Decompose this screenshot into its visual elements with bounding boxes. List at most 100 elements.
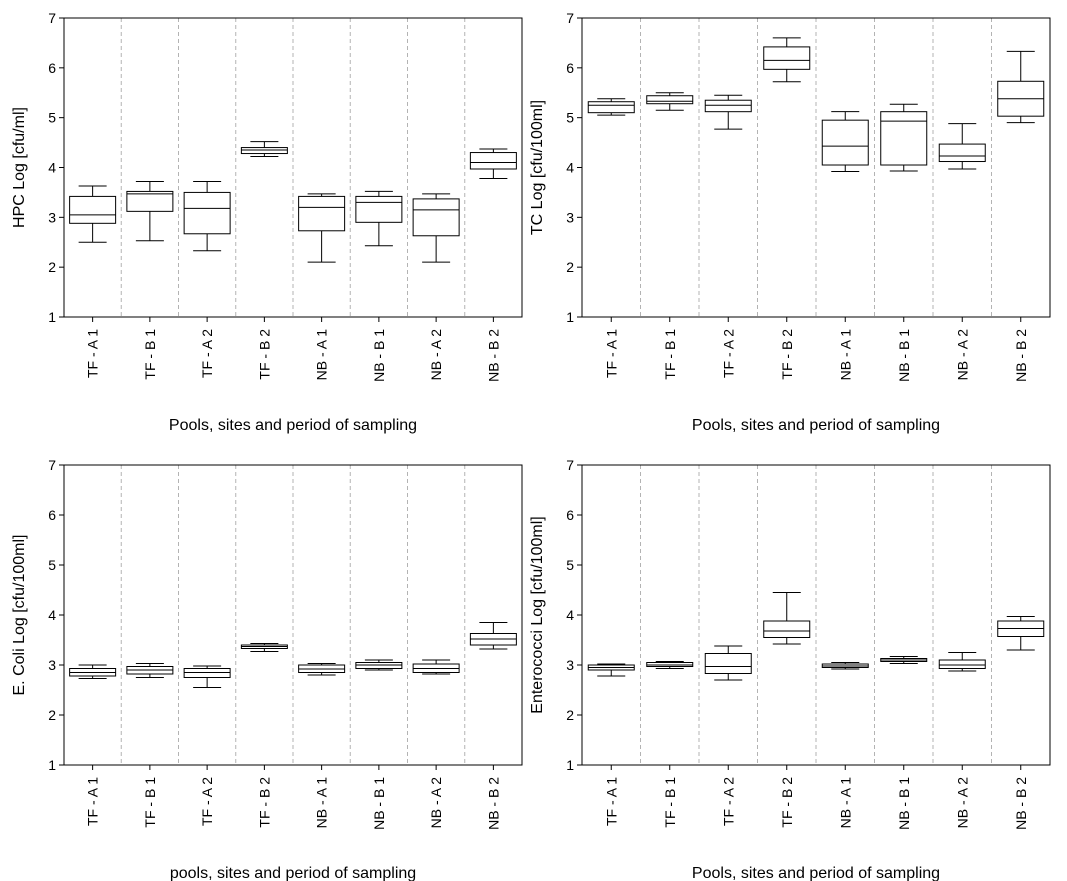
x-axis-title: Pools, sites and period of sampling (692, 865, 940, 881)
box-4 (240, 141, 288, 158)
y-tick-label: 5 (566, 557, 574, 573)
box-iqr (763, 46, 811, 70)
box-7 (412, 659, 460, 675)
x-tick-label: TF - A 1 (603, 777, 619, 826)
box-iqr (938, 143, 986, 163)
y-tick-label: 5 (48, 557, 56, 573)
y-tick-label: 2 (48, 707, 56, 723)
box-4 (763, 592, 811, 645)
box-1 (69, 664, 117, 679)
x-tick-label: TF - B 2 (256, 777, 272, 828)
box-iqr (355, 195, 403, 223)
box-iqr (298, 195, 346, 232)
box-4 (240, 643, 288, 652)
box-iqr (646, 95, 694, 105)
y-tick-label: 4 (566, 607, 574, 623)
box-7 (938, 123, 986, 170)
y-axis-title: TC Log [cfu/100ml] (529, 100, 546, 235)
x-tick-label: TF - A 2 (720, 329, 736, 378)
x-tick-label: NB - A 1 (314, 329, 330, 381)
box-iqr (704, 99, 752, 113)
panel-2: 1 2 3 4 5 6 7 TF - A 1 TF - B 1 TF - A 2 TF - B 2 N… (529, 10, 1051, 434)
y-tick-label: 6 (566, 507, 574, 523)
y-tick-label: 2 (48, 259, 56, 275)
panel-1: 1 2 3 4 5 6 7 TF - A 1 TF - B 1 TF - A 2 TF - B 2 N… (11, 10, 523, 434)
x-tick-label: NB - B 1 (371, 329, 387, 382)
x-tick-label: NB - A 2 (954, 329, 970, 381)
x-tick-label: NB - B 1 (896, 777, 912, 830)
box-iqr (763, 620, 811, 638)
box-6 (880, 103, 928, 172)
y-tick-label: 7 (48, 10, 56, 26)
y-tick-label: 2 (566, 259, 574, 275)
x-tick-label: NB - B 1 (371, 777, 387, 830)
box-2 (646, 661, 694, 669)
x-tick-label: TF - B 1 (142, 329, 158, 380)
x-tick-label: NB - B 2 (1013, 777, 1029, 830)
x-tick-label: NB - A 1 (314, 777, 330, 829)
box-3 (704, 645, 752, 681)
box-iqr (880, 111, 928, 166)
box-8 (469, 622, 517, 650)
x-tick-label: TF - A 2 (720, 777, 736, 826)
x-tick-label: TF - A 1 (85, 777, 101, 826)
box-1 (587, 663, 635, 677)
y-tick-label: 7 (48, 457, 56, 473)
y-tick-label: 1 (566, 757, 574, 773)
box-iqr (469, 152, 517, 170)
box-3 (183, 665, 231, 688)
panel-4: 1 2 3 4 5 6 7 TF - A 1 TF - B 1 TF - A 2 TF - B 2 N… (529, 457, 1051, 881)
box-3 (183, 180, 231, 252)
x-tick-label: NB - A 1 (837, 329, 853, 381)
y-tick-label: 1 (48, 757, 56, 773)
box-2 (126, 663, 174, 678)
box-5 (298, 663, 346, 676)
x-tick-label: TF - A 2 (199, 329, 215, 378)
box-iqr (587, 101, 635, 114)
box-2 (646, 92, 694, 111)
x-tick-label: NB - B 2 (485, 777, 501, 830)
x-tick-label: NB - A 2 (954, 777, 970, 829)
x-tick-label: TF - B 2 (779, 777, 795, 828)
y-axis-title: E. Coli Log [cfu/100ml] (11, 535, 28, 696)
box-8 (997, 50, 1045, 124)
y-axis-title: Enterococci Log [cfu/100ml] (529, 516, 546, 713)
box-8 (997, 616, 1045, 651)
x-tick-label: TF - A 2 (199, 777, 215, 826)
box-5 (298, 193, 346, 263)
y-tick-label: 5 (566, 110, 574, 126)
x-tick-label: NB - A 1 (837, 777, 853, 829)
box-1 (69, 185, 117, 243)
x-tick-label: TF - B 1 (662, 329, 678, 380)
y-tick-label: 4 (48, 160, 56, 176)
y-tick-label: 6 (48, 507, 56, 523)
box-5 (821, 111, 869, 172)
y-tick-label: 3 (48, 209, 56, 225)
box-iqr (69, 195, 117, 224)
x-tick-label: TF - B 2 (779, 329, 795, 380)
box-2 (126, 180, 174, 242)
box-iqr (704, 653, 752, 674)
y-tick-label: 7 (566, 457, 574, 473)
panel-3: 1 2 3 4 5 6 7 TF - A 1 TF - B 1 TF - A 2 TF - B 2 N… (11, 457, 523, 881)
box-iqr (412, 198, 460, 237)
x-tick-label: NB - B 1 (896, 329, 912, 382)
x-tick-label: NB - A 2 (428, 329, 444, 381)
x-tick-label: TF - B 1 (142, 777, 158, 828)
box-8 (469, 148, 517, 179)
x-tick-label: TF - B 2 (256, 329, 272, 380)
x-axis-title: Pools, sites and period of sampling (169, 417, 417, 434)
y-tick-label: 1 (48, 309, 56, 325)
y-tick-label: 2 (566, 707, 574, 723)
x-tick-label: TF - A 1 (603, 329, 619, 378)
y-tick-label: 3 (566, 209, 574, 225)
box-iqr (938, 659, 986, 669)
box-6 (355, 190, 403, 247)
y-axis-title: HPC Log [cfu/ml] (11, 107, 28, 228)
box-iqr (183, 191, 231, 235)
box-6 (355, 659, 403, 671)
box-3 (704, 94, 752, 130)
x-tick-label: NB - B 2 (485, 329, 501, 382)
box-5 (821, 662, 869, 670)
y-tick-label: 3 (566, 657, 574, 673)
